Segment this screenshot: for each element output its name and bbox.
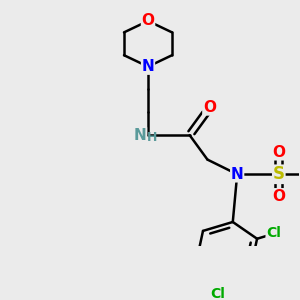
Text: O: O [272, 189, 285, 204]
Text: H: H [147, 131, 157, 144]
Text: S: S [273, 165, 285, 183]
Text: O: O [272, 145, 285, 160]
Text: Cl: Cl [211, 287, 225, 300]
Text: O: O [203, 100, 216, 115]
Text: N: N [142, 59, 154, 74]
Text: Cl: Cl [266, 226, 281, 240]
Text: N: N [231, 167, 244, 182]
Text: O: O [142, 14, 154, 28]
Text: N: N [134, 128, 146, 142]
